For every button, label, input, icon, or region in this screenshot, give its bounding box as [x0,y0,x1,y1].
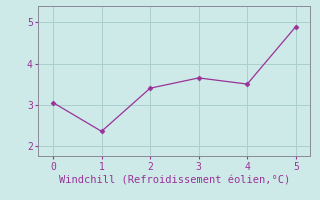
X-axis label: Windchill (Refroidissement éolien,°C): Windchill (Refroidissement éolien,°C) [59,176,290,186]
